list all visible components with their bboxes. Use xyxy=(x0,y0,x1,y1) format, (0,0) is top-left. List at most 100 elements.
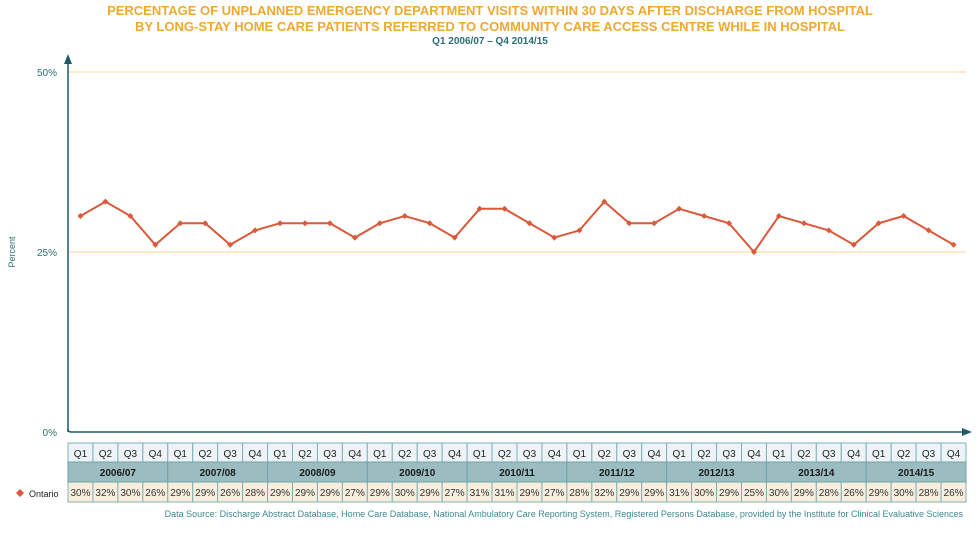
quarter-label: Q4 xyxy=(248,449,262,460)
year-cell xyxy=(865,461,967,483)
data-point xyxy=(825,227,832,234)
quarter-label: Q1 xyxy=(174,449,188,460)
quarter-label: Q1 xyxy=(573,449,587,460)
value-label: 30% xyxy=(70,488,90,499)
data-point xyxy=(551,234,558,241)
value-label: 29% xyxy=(170,488,190,499)
x-axis xyxy=(67,428,962,433)
data-point xyxy=(202,220,209,227)
series-line-ontario xyxy=(79,200,955,254)
data-point xyxy=(726,220,733,227)
value-label: 25% xyxy=(744,488,764,499)
quarter-label: Q1 xyxy=(672,449,686,460)
data-point xyxy=(177,220,184,227)
quarter-label: Q1 xyxy=(74,449,88,460)
quarter-label: Q4 xyxy=(149,449,163,460)
quarter-label: Q2 xyxy=(99,449,113,460)
data-point xyxy=(925,227,932,234)
data-point xyxy=(476,205,483,212)
year-label: 2013/14 xyxy=(798,468,835,479)
value-label: 29% xyxy=(619,488,639,499)
quarter-label: Q1 xyxy=(273,449,287,460)
year-label: 2008/09 xyxy=(299,468,336,479)
value-label: 31% xyxy=(669,488,689,499)
value-label: 29% xyxy=(869,488,889,499)
quarter-label: Q4 xyxy=(747,449,761,460)
quarter-label: Q3 xyxy=(722,449,736,460)
value-label: 26% xyxy=(844,488,864,499)
quarter-label: Q4 xyxy=(448,449,462,460)
data-point xyxy=(750,249,757,255)
data-point xyxy=(651,220,658,227)
year-label: 2007/08 xyxy=(200,468,237,479)
year-label: 2014/15 xyxy=(898,468,935,479)
quarter-label: Q2 xyxy=(598,449,612,460)
quarter-label: Q4 xyxy=(847,449,861,460)
data-point xyxy=(426,220,433,227)
value-label: 28% xyxy=(919,488,939,499)
quarter-label: Q4 xyxy=(348,449,362,460)
value-label: 30% xyxy=(769,488,789,499)
data-point xyxy=(301,220,308,227)
data-point xyxy=(351,234,358,241)
quarter-label: Q2 xyxy=(398,449,412,460)
data-point xyxy=(800,220,807,227)
data-point xyxy=(775,213,782,219)
value-label: 29% xyxy=(644,488,664,499)
value-label: 29% xyxy=(270,488,290,499)
legend-label: Ontario xyxy=(29,489,59,499)
data-point xyxy=(277,220,284,227)
quarter-label: Q3 xyxy=(223,449,237,460)
year-label: 2010/11 xyxy=(499,468,535,479)
data-point xyxy=(676,205,683,212)
value-label: 29% xyxy=(420,488,440,499)
value-label: 27% xyxy=(544,488,564,499)
data-source: Data Source: Discharge Abstract Database… xyxy=(164,509,963,519)
chart-title: PERCENTAGE OF UNPLANNED EMERGENCY DEPART… xyxy=(107,3,873,18)
chart-title-line2: BY LONG-STAY HOME CARE PATIENTS REFERRED… xyxy=(135,19,845,34)
data-point xyxy=(900,213,907,219)
value-label: 28% xyxy=(245,488,265,499)
quarter-label: Q3 xyxy=(323,449,337,460)
data-point xyxy=(601,198,608,205)
year-label: 2006/07 xyxy=(100,468,137,479)
value-label: 29% xyxy=(295,488,315,499)
data-point xyxy=(252,227,259,234)
value-label: 30% xyxy=(694,488,714,499)
quarter-label: Q3 xyxy=(922,449,936,460)
value-label: 26% xyxy=(944,488,964,499)
value-label: 29% xyxy=(519,488,539,499)
quarter-label: Q3 xyxy=(423,449,437,460)
value-label: 31% xyxy=(470,488,490,499)
chart-subtitle: Q1 2006/07 – Q4 2014/15 xyxy=(432,36,548,47)
quarter-label: Q1 xyxy=(373,449,387,460)
quarter-label: Q2 xyxy=(298,449,312,460)
data-point xyxy=(451,234,458,241)
quarter-label: Q1 xyxy=(872,449,886,460)
value-label: 29% xyxy=(719,488,739,499)
data-point xyxy=(576,227,583,234)
quarter-label: Q3 xyxy=(623,449,637,460)
data-point xyxy=(701,213,708,219)
quarter-label: Q1 xyxy=(473,449,487,460)
data-point xyxy=(77,213,84,219)
data-point xyxy=(501,205,508,212)
x-axis-arrow-icon xyxy=(962,428,972,436)
y-axis-arrow-icon xyxy=(64,54,72,64)
value-label: 30% xyxy=(894,488,914,499)
data-point xyxy=(152,241,159,248)
quarter-label: Q2 xyxy=(498,449,512,460)
value-label: 26% xyxy=(145,488,165,499)
year-label: 2009/10 xyxy=(399,468,436,479)
value-label: 32% xyxy=(95,488,115,499)
data-point xyxy=(875,220,882,227)
data-point xyxy=(626,220,633,227)
data-point xyxy=(401,213,408,219)
data-point xyxy=(102,198,109,205)
data-point xyxy=(950,241,957,248)
quarter-label: Q4 xyxy=(548,449,562,460)
value-label: 27% xyxy=(345,488,365,499)
y-tick-label: 25% xyxy=(37,248,57,259)
